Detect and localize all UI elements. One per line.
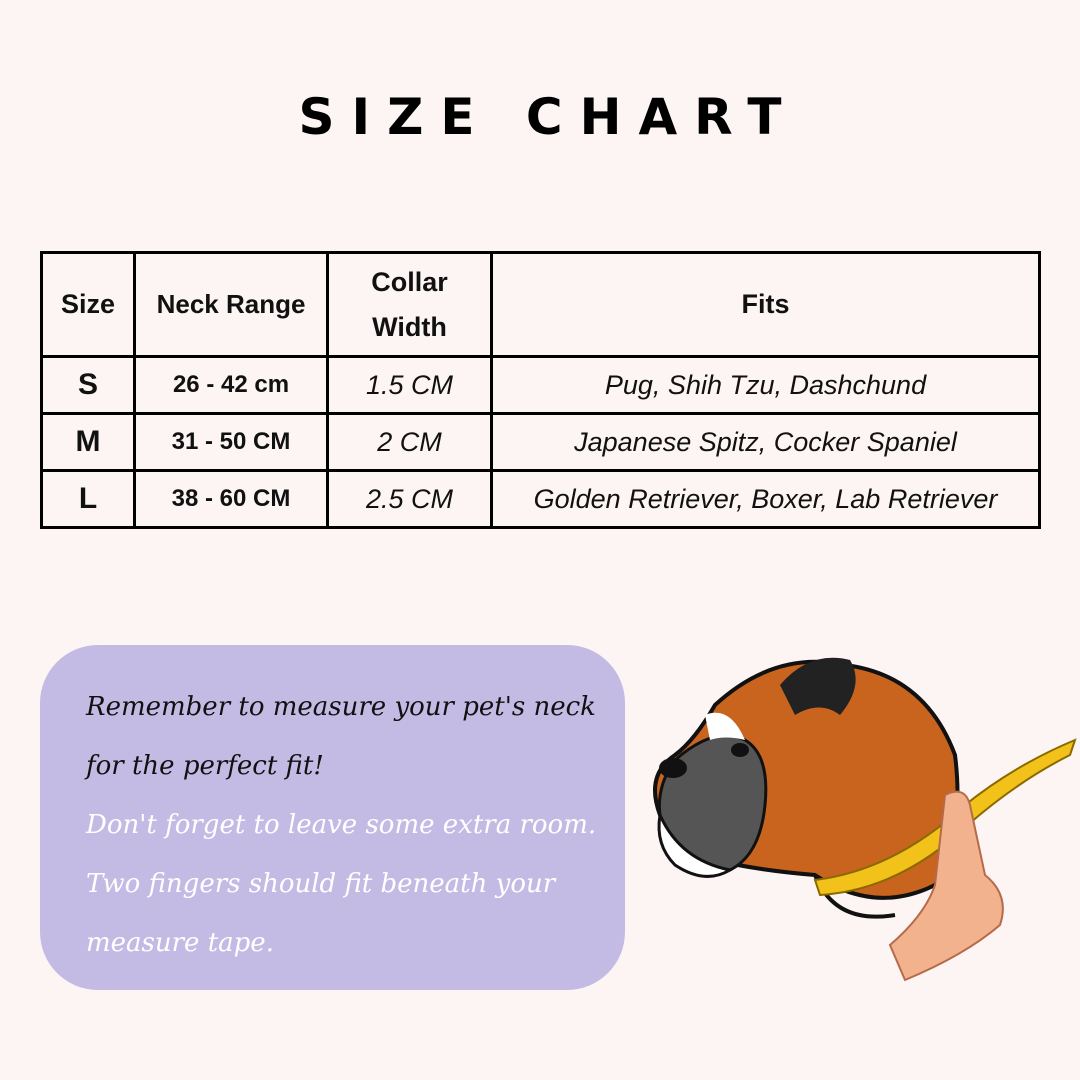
table-row: L 38 - 60 CM 2.5 CM Golden Retriever, Bo…: [40, 469, 1041, 529]
cell-neck-range: 26 - 42 cm: [133, 355, 329, 415]
tip-text-primary: Remember to measure your pet's neck for …: [86, 692, 596, 781]
page-title: SIZE CHART: [298, 88, 799, 146]
size-chart-table: Size Neck Range Collar Width Fits S 26 -…: [40, 251, 1041, 529]
header-neck-range: Neck Range: [133, 251, 329, 358]
cell-neck-range: 31 - 50 CM: [133, 412, 329, 472]
table-row: M 31 - 50 CM 2 CM Japanese Spitz, Cocker…: [40, 412, 1041, 472]
cell-size: S: [40, 355, 136, 415]
header-collar-width: Collar Width: [326, 251, 493, 358]
cell-size: L: [40, 469, 136, 529]
cell-fits: Pug, Shih Tzu, Dashchund: [490, 355, 1041, 415]
dog-eye-icon: [731, 743, 749, 757]
tip-text-secondary: Don't forget to leave some extra room. T…: [86, 810, 597, 958]
measuring-tip-callout: Remember to measure your pet's neck for …: [40, 645, 625, 990]
boxer-dog-measuring-tape-illustration: [653, 657, 1077, 982]
header-fits: Fits: [490, 251, 1041, 358]
cell-size: M: [40, 412, 136, 472]
table-header-row: Size Neck Range Collar Width Fits: [40, 251, 1041, 358]
dog-ear-icon: [780, 657, 856, 715]
cell-fits: Japanese Spitz, Cocker Spaniel: [490, 412, 1041, 472]
cell-collar-width: 2.5 CM: [326, 469, 493, 529]
dog-nose-icon: [659, 758, 687, 778]
cell-collar-width: 2 CM: [326, 412, 493, 472]
table-row: S 26 - 42 cm 1.5 CM Pug, Shih Tzu, Dashc…: [40, 355, 1041, 415]
header-size: Size: [40, 251, 136, 358]
cell-collar-width: 1.5 CM: [326, 355, 493, 415]
measuring-tape-icon: [813, 738, 1077, 897]
hand-icon: [888, 790, 1004, 982]
cell-fits: Golden Retriever, Boxer, Lab Retriever: [490, 469, 1041, 529]
cell-neck-range: 38 - 60 CM: [133, 469, 329, 529]
